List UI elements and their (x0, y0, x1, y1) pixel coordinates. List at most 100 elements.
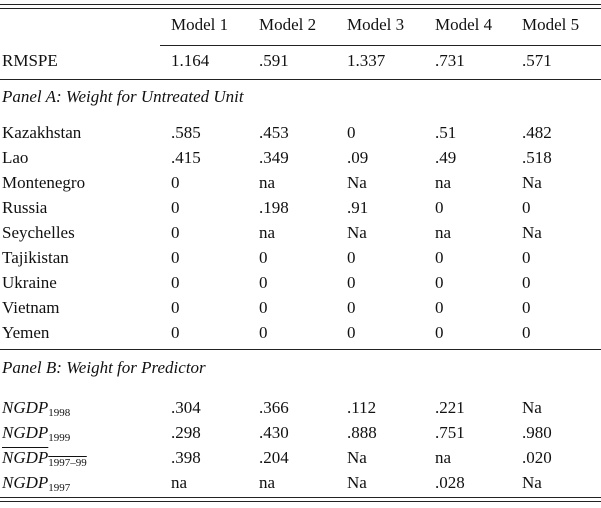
cell: 0 (347, 123, 356, 142)
cell: na (259, 173, 276, 192)
cell: .349 (259, 148, 289, 167)
cell: .298 (171, 423, 201, 442)
cell: 0 (171, 323, 180, 342)
cell: .366 (259, 398, 289, 417)
cell: .591 (259, 51, 289, 70)
cell: .304 (171, 398, 201, 417)
cell: 1.337 (347, 51, 386, 70)
cell: 0 (259, 323, 268, 342)
rule (0, 497, 601, 498)
rule (0, 501, 601, 502)
rule (0, 349, 601, 350)
predictor-name: NGDP (2, 423, 49, 442)
cell: 0 (347, 248, 356, 267)
row-label: Montenegro (2, 173, 86, 192)
cell: 0 (522, 198, 531, 217)
cell: Na (522, 473, 542, 492)
cell: .221 (435, 398, 465, 417)
column-header: Model 2 (259, 15, 317, 34)
cell: 0 (259, 248, 268, 267)
predictor-years: 1998 (48, 407, 71, 419)
column-header: Model 1 (171, 15, 229, 34)
cell: 0 (259, 298, 268, 317)
row-label: Ukraine (2, 273, 57, 292)
cell: .51 (435, 123, 457, 142)
predictor-years: 1997 (48, 482, 71, 494)
cell: na (259, 223, 276, 242)
cell: .398 (171, 448, 201, 467)
cell: .980 (522, 423, 552, 442)
row-label: Vietnam (2, 298, 60, 317)
cell: 0 (435, 298, 444, 317)
cell: 0 (347, 323, 356, 342)
row-label: Lao (2, 148, 29, 167)
cell: 0 (522, 248, 531, 267)
cell: Na (522, 223, 542, 242)
row-label: NGDP1998 (2, 398, 70, 423)
cell: Na (347, 223, 367, 242)
predictor-name: NGDP (2, 473, 49, 492)
rule (160, 45, 601, 46)
cell: .198 (259, 198, 289, 217)
cell: .482 (522, 123, 552, 142)
cell: .731 (435, 51, 465, 70)
cell: Na (522, 398, 542, 417)
cell: Na (347, 173, 367, 192)
cell: 0 (171, 273, 180, 292)
row-label: Seychelles (2, 223, 75, 242)
predictor-name: NGDP (2, 448, 49, 467)
row-label: RMSPE (2, 51, 58, 70)
cell: Na (347, 473, 367, 492)
cell: .09 (347, 148, 369, 167)
cell: .888 (347, 423, 377, 442)
column-header: Model 4 (435, 15, 493, 34)
row-label: Tajikistan (2, 248, 69, 267)
column-header: Model 5 (522, 15, 580, 34)
row-label: NGDP1999 (2, 423, 70, 448)
cell: na (435, 223, 452, 242)
cell: 0 (435, 273, 444, 292)
cell: 0 (347, 298, 356, 317)
predictor-years: 1997–99 (48, 457, 87, 469)
column-header: Model 3 (347, 15, 405, 34)
cell: 1.164 (171, 51, 210, 70)
predictor-years: 1999 (48, 432, 71, 444)
cell: .91 (347, 198, 369, 217)
cell: 0 (171, 198, 180, 217)
cell: 0 (522, 323, 531, 342)
rule (0, 4, 601, 5)
cell: 0 (171, 298, 180, 317)
row-label: Russia (2, 198, 48, 217)
cell: .430 (259, 423, 289, 442)
rule (0, 79, 601, 80)
cell: 0 (435, 248, 444, 267)
cell: 0 (347, 273, 356, 292)
cell: 0 (259, 273, 268, 292)
cell: na (435, 448, 452, 467)
panel-title: Panel A: Weight for Untreated Unit (2, 87, 244, 106)
cell: 0 (522, 298, 531, 317)
cell: .518 (522, 148, 552, 167)
row-label: Yemen (2, 323, 50, 342)
cell: na (435, 173, 452, 192)
cell: 0 (435, 323, 444, 342)
predictor-name: NGDP (2, 398, 49, 417)
cell: 0 (522, 273, 531, 292)
panel-title: Panel B: Weight for Predictor (2, 358, 206, 377)
cell: .112 (347, 398, 377, 417)
cell: .020 (522, 448, 552, 467)
cell: .028 (435, 473, 465, 492)
cell: 0 (171, 248, 180, 267)
cell: .453 (259, 123, 289, 142)
row-label: Kazakhstan (2, 123, 82, 142)
row-label: NGDP1997–99 (2, 448, 87, 473)
cell: .585 (171, 123, 201, 142)
cell: 0 (435, 198, 444, 217)
cell: .49 (435, 148, 457, 167)
row-label: NGDP1997 (2, 473, 70, 498)
cell: .204 (259, 448, 289, 467)
cell: .571 (522, 51, 552, 70)
cell: na (171, 473, 188, 492)
cell: Na (522, 173, 542, 192)
